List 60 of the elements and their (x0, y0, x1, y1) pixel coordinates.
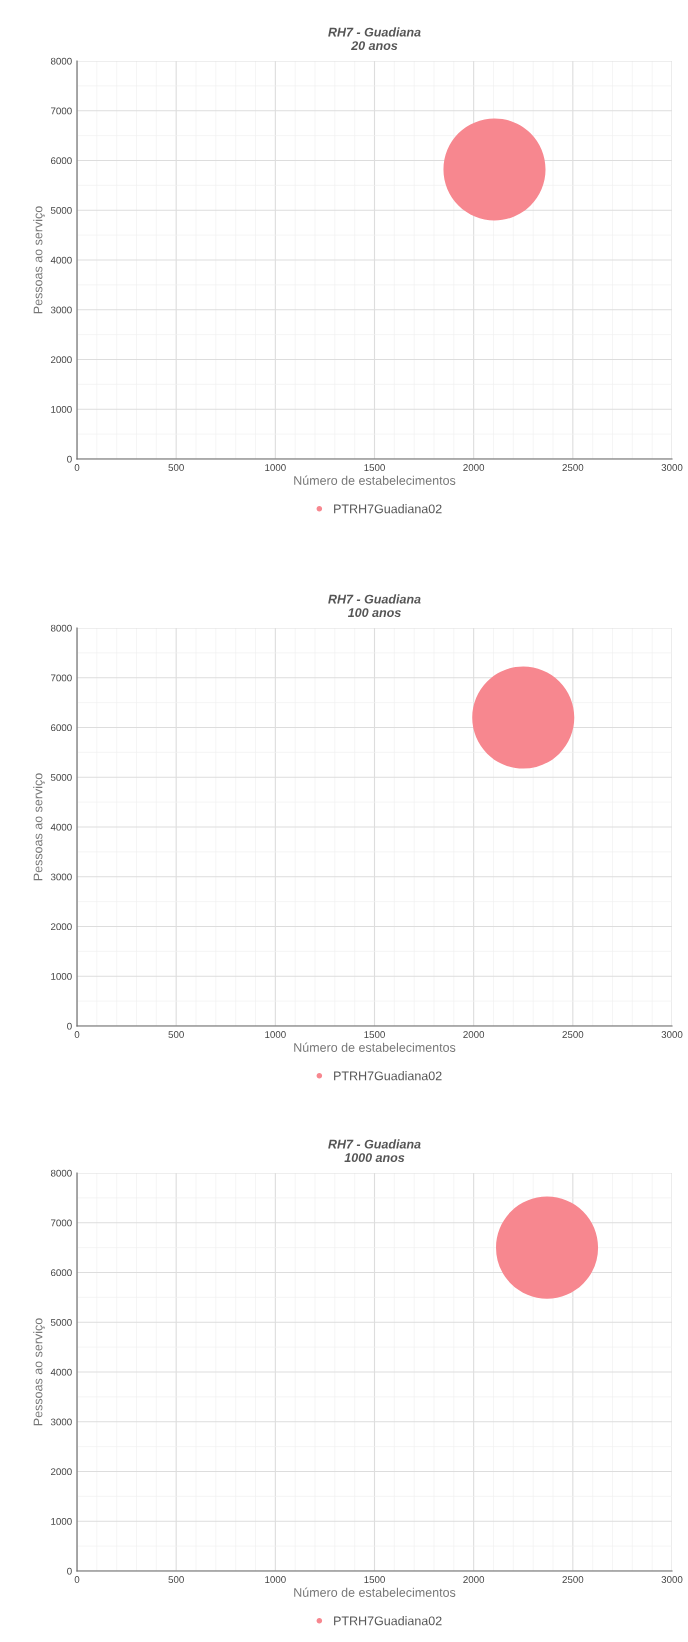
y-tick-label: 2000 (51, 923, 72, 931)
legend-label: PTRH7Guadiana02 (334, 1071, 442, 1081)
x-tick-label: 500 (168, 1576, 184, 1583)
y-tick-label: 4000 (50, 256, 72, 264)
y-tick-label: 8000 (50, 624, 72, 632)
legend-label: PTRH7Guadiana02 (334, 1616, 442, 1626)
x-tick-label: 3000 (661, 464, 683, 471)
y-tick-label: 7000 (51, 674, 72, 682)
x-axis-title: Número de estabelecimentos (294, 1042, 456, 1052)
chart-title: RH7 - Guadiana 100 anos (328, 594, 421, 618)
x-tick-label: 2500 (562, 1031, 584, 1038)
x-tick-label: 2000 (463, 464, 485, 471)
y-tick-label: 1000 (51, 972, 72, 980)
x-tick-label: 500 (168, 1031, 184, 1038)
y-tick-label: 1000 (51, 405, 72, 413)
y-tick-label: 0 (67, 1022, 72, 1030)
y-tick-label: 0 (67, 1567, 72, 1575)
chart-title: RH7 - Guadiana 20 anos (328, 27, 421, 51)
y-tick-label: 4000 (50, 1368, 72, 1376)
y-tick-label: 8000 (50, 1169, 72, 1177)
x-tick-label: 1000 (265, 1576, 286, 1583)
x-tick-label: 3000 (661, 1031, 683, 1038)
y-tick-label: 7000 (51, 1219, 72, 1227)
y-axis-title: Pessoas ao serviço (33, 206, 45, 314)
x-tick-label: 1500 (364, 464, 385, 471)
x-tick-label: 1000 (265, 1031, 286, 1038)
y-tick-label: 8000 (50, 57, 72, 65)
y-tick-label: 3000 (50, 873, 72, 881)
y-tick-label: 5000 (50, 773, 72, 781)
x-axis-title: Número de estabelecimentos (294, 475, 456, 485)
y-axis-title: Pessoas ao serviço (33, 1318, 45, 1426)
y-tick-label: 1000 (51, 1517, 72, 1525)
x-tick-label: 0 (74, 464, 80, 471)
x-tick-label: 500 (168, 464, 184, 471)
x-tick-label: 1000 (265, 464, 286, 471)
y-tick-label: 6000 (51, 157, 72, 165)
x-tick-label: 2000 (463, 1576, 485, 1583)
x-tick-label: 2500 (562, 1576, 584, 1583)
y-tick-label: 7000 (51, 107, 72, 115)
y-tick-label: 3000 (50, 306, 72, 314)
y-tick-label: 4000 (50, 823, 72, 831)
x-tick-label: 2000 (463, 1031, 485, 1038)
x-tick-label: 0 (74, 1576, 80, 1583)
x-tick-label: 0 (74, 1031, 80, 1038)
x-tick-label: 2500 (562, 464, 584, 471)
y-tick-label: 2000 (51, 356, 72, 364)
y-tick-label: 3000 (50, 1418, 72, 1426)
x-tick-label: 3000 (661, 1576, 683, 1583)
y-tick-label: 5000 (50, 1318, 72, 1326)
y-tick-label: 0 (67, 455, 72, 463)
y-axis-title: Pessoas ao serviço (33, 773, 45, 881)
y-tick-label: 6000 (51, 1269, 72, 1277)
y-tick-label: 2000 (51, 1468, 72, 1476)
x-axis-title: Número de estabelecimentos (294, 1587, 456, 1597)
x-tick-label: 1500 (364, 1576, 385, 1583)
chart-title: RH7 - Guadiana 1000 anos (328, 1139, 421, 1163)
legend-label: PTRH7Guadiana02 (334, 504, 442, 514)
y-tick-label: 5000 (50, 206, 72, 214)
y-tick-label: 6000 (51, 724, 72, 732)
x-tick-label: 1500 (364, 1031, 385, 1038)
